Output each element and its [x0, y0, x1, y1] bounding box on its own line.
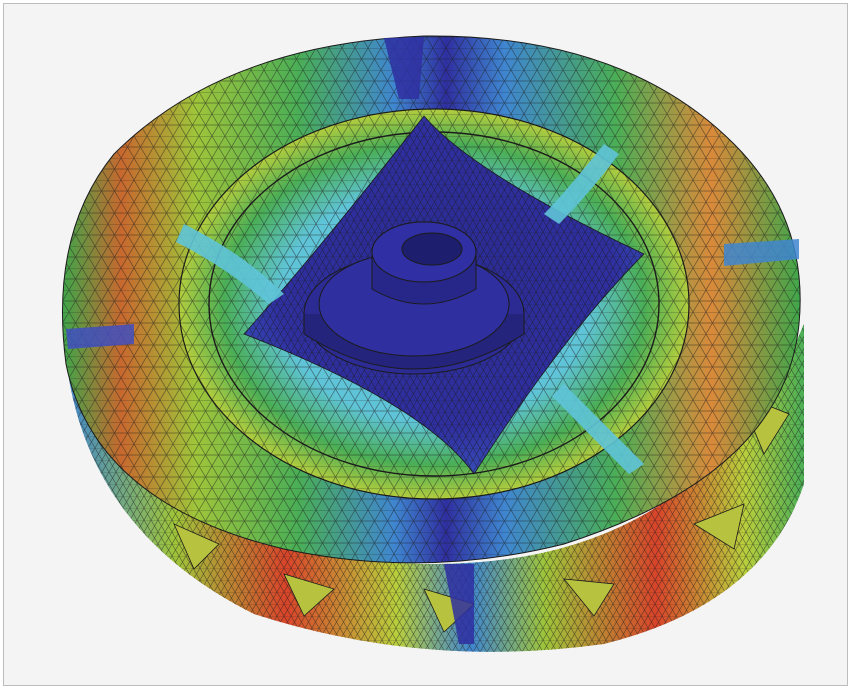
figure-frame: [3, 3, 848, 686]
fea-contour-plot: [62, 35, 804, 652]
lower-body: [64, 324, 804, 652]
hub-bore: [401, 232, 463, 266]
hub: [303, 221, 525, 375]
